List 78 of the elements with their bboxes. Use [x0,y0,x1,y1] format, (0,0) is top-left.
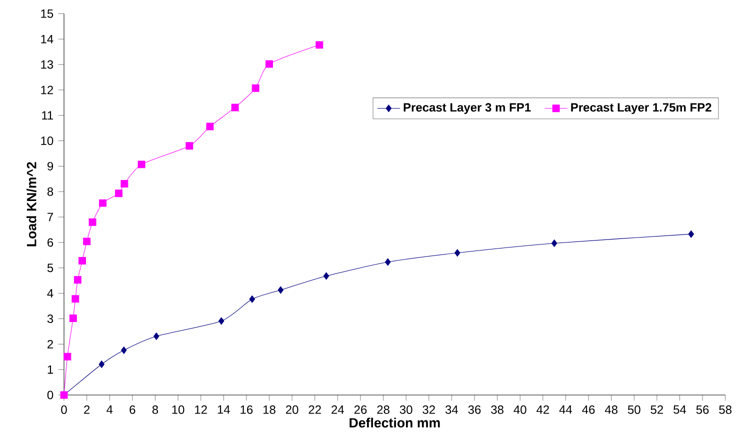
x-tick-label: 14 [218,405,230,414]
point [98,360,104,368]
legend-label: Precast Layer 3 m FP1 [404,103,531,114]
point [99,199,107,207]
y-tick-label: 2 [48,340,53,348]
x-tick-label: 40 [514,405,526,414]
point [218,317,224,325]
x-tick-label: 12 [195,405,207,414]
point [316,41,324,49]
y-tick-label: 3 [47,314,54,323]
y-tick-label: 7 [48,212,53,222]
point [120,346,127,354]
point [384,258,391,266]
point [115,190,122,198]
x-tick-label: 38 [491,405,504,414]
point [72,295,80,303]
x-tick-label: 56 [696,405,709,414]
x-tick-label: 30 [400,405,412,414]
point [69,314,77,322]
y-tick-label: 9 [47,162,54,170]
y-tick-label: 8 [47,187,54,196]
y-tick-label: 10 [41,136,54,146]
y-tick-label: 15 [41,9,54,18]
x-tick-label: 58 [719,405,732,414]
x-tick-label: 34 [445,405,458,414]
x-tick-label: 28 [377,405,390,414]
x-tick-label: 18 [263,405,276,414]
legend-label: Precast Layer 1.75m FP2 [571,103,712,114]
x-tick-label: 8 [152,405,158,414]
point [249,295,256,303]
point [266,60,273,68]
x-tick-label: 36 [468,405,481,414]
y-tick-label: 14 [41,34,54,44]
point [83,238,91,246]
x-tick-label: 22 [308,405,321,414]
x-tick-label: 52 [650,405,663,414]
point [252,84,260,92]
x-tick-label: 16 [240,405,253,414]
x-tick-label: 50 [628,405,640,414]
y-tick-label: 12 [41,86,53,94]
point [120,180,128,188]
y-tick-label: 1 [48,365,54,374]
point [78,257,86,265]
y-tick-label: 0 [47,390,54,400]
x-tick-label: 20 [286,405,298,414]
point [206,122,214,130]
point [88,218,96,226]
x-tick-label: 42 [536,405,549,414]
x-tick-label: 32 [422,405,435,414]
x-tick-label: 0 [61,405,67,414]
point [153,332,160,340]
x-tick-label: 24 [332,405,344,414]
point [551,239,558,247]
x-tick-label: 2 [84,405,90,414]
x-tick-label: 44 [559,405,572,414]
x-tick-label: 46 [582,405,595,414]
point [74,276,82,284]
y-tick-label: 4 [47,289,54,298]
point [278,286,284,294]
point [186,142,194,150]
point [688,230,694,238]
x-tick-label: 10 [172,405,184,414]
x-tick-label: 26 [354,405,367,414]
x-tick-label: 54 [674,405,686,414]
x-tick-label: 4 [106,405,113,414]
x-axis-title: Deflection mm [350,418,440,428]
point [323,272,330,280]
x-tick-label: 6 [130,405,136,414]
y-tick-label: 13 [41,60,54,69]
point [231,104,239,112]
y-axis-title: Load KN/m^2 [26,162,36,246]
y-tick-label: 6 [48,238,54,247]
point [138,160,146,168]
point [64,352,72,360]
point [454,249,460,257]
y-tick-label: 5 [47,264,54,272]
y-tick-label: 11 [42,111,54,120]
x-tick-label: 48 [604,405,618,414]
